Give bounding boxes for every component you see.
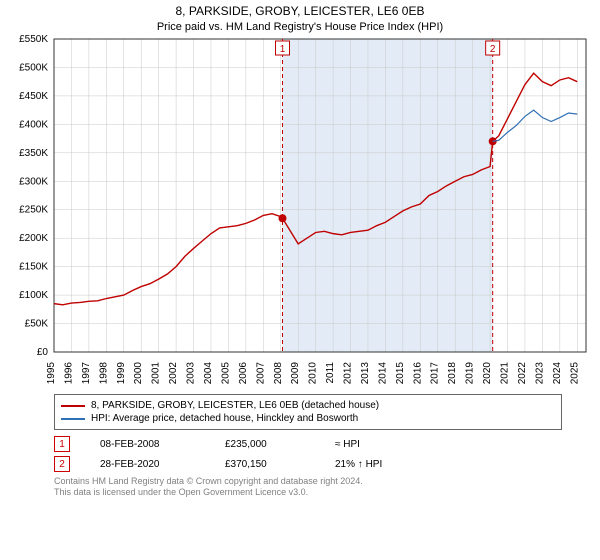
svg-text:2: 2 (490, 44, 496, 55)
svg-text:2018: 2018 (447, 362, 458, 385)
svg-text:£400K: £400K (19, 119, 48, 130)
svg-text:2002: 2002 (168, 362, 179, 385)
sale-date-2: 28-FEB-2020 (100, 459, 195, 470)
sale-date-1: 08-FEB-2008 (100, 439, 195, 450)
svg-text:2000: 2000 (133, 362, 144, 385)
svg-text:£150K: £150K (19, 262, 48, 273)
svg-text:2021: 2021 (500, 362, 511, 385)
svg-text:2007: 2007 (255, 362, 266, 385)
chart-title: 8, PARKSIDE, GROBY, LEICESTER, LE6 0EB (0, 0, 600, 19)
sale-rel-1: ≈ HPI (335, 439, 562, 450)
svg-text:2023: 2023 (534, 362, 545, 385)
sale-marker-1: 1 (54, 436, 70, 452)
svg-text:2011: 2011 (325, 362, 336, 384)
legend-line-hpi (61, 418, 85, 420)
sale-row-1: 1 08-FEB-2008 £235,000 ≈ HPI (54, 434, 562, 454)
sale-marker-2: 2 (54, 456, 70, 472)
svg-text:£250K: £250K (19, 205, 48, 216)
legend-item-property: 8, PARKSIDE, GROBY, LEICESTER, LE6 0EB (… (61, 399, 555, 412)
sale-price-1: £235,000 (225, 439, 305, 450)
attribution: Contains HM Land Registry data © Crown c… (54, 476, 562, 499)
svg-text:1995: 1995 (46, 362, 57, 385)
svg-text:£500K: £500K (19, 62, 48, 73)
svg-text:2025: 2025 (569, 362, 580, 385)
svg-text:£450K: £450K (19, 91, 48, 102)
price-chart: £0 £50K £100K £150K £200K £250K £300K £350K £400… (0, 35, 600, 390)
svg-text:2020: 2020 (482, 362, 493, 385)
svg-text:1996: 1996 (63, 362, 74, 385)
legend-label-hpi: HPI: Average price, detached house, Hinc… (91, 412, 358, 425)
svg-text:2012: 2012 (343, 362, 354, 385)
chart-subtitle: Price paid vs. HM Land Registry's House … (0, 19, 600, 35)
svg-text:2019: 2019 (465, 362, 476, 385)
svg-text:£550K: £550K (19, 35, 48, 45)
svg-text:2004: 2004 (203, 362, 214, 385)
svg-text:£350K: £350K (19, 148, 48, 159)
sale-price-2: £370,150 (225, 459, 305, 470)
sales: 1 08-FEB-2008 £235,000 ≈ HPI 2 28-FEB-20… (54, 434, 562, 474)
svg-text:1998: 1998 (98, 362, 109, 385)
svg-text:2008: 2008 (273, 362, 284, 385)
svg-text:2017: 2017 (430, 362, 441, 385)
sale-row-2: 2 28-FEB-2020 £370,150 21% ↑ HPI (54, 454, 562, 474)
svg-text:£200K: £200K (19, 233, 48, 244)
svg-text:2010: 2010 (308, 362, 319, 385)
legend-line-property (61, 405, 85, 407)
svg-text:£50K: £50K (25, 319, 49, 330)
svg-text:2009: 2009 (290, 362, 301, 385)
svg-text:2022: 2022 (517, 362, 528, 385)
svg-text:£100K: £100K (19, 290, 48, 301)
legend-item-hpi: HPI: Average price, detached house, Hinc… (61, 412, 555, 425)
svg-text:2006: 2006 (238, 362, 249, 385)
svg-text:2014: 2014 (377, 362, 388, 385)
legend: 8, PARKSIDE, GROBY, LEICESTER, LE6 0EB (… (54, 394, 562, 430)
svg-text:1999: 1999 (116, 362, 127, 385)
svg-text:2015: 2015 (395, 362, 406, 385)
legend-label-property: 8, PARKSIDE, GROBY, LEICESTER, LE6 0EB (… (91, 399, 379, 412)
svg-text:2024: 2024 (552, 362, 563, 385)
svg-text:2016: 2016 (412, 362, 423, 385)
svg-text:2003: 2003 (186, 362, 197, 385)
svg-text:2005: 2005 (220, 362, 231, 385)
svg-text:2013: 2013 (360, 362, 371, 385)
sale-rel-2: 21% ↑ HPI (335, 459, 562, 470)
svg-text:1997: 1997 (81, 362, 92, 385)
svg-text:2001: 2001 (151, 362, 162, 385)
svg-text:£300K: £300K (19, 176, 48, 187)
svg-text:1: 1 (280, 44, 286, 55)
svg-text:£0: £0 (37, 347, 49, 358)
